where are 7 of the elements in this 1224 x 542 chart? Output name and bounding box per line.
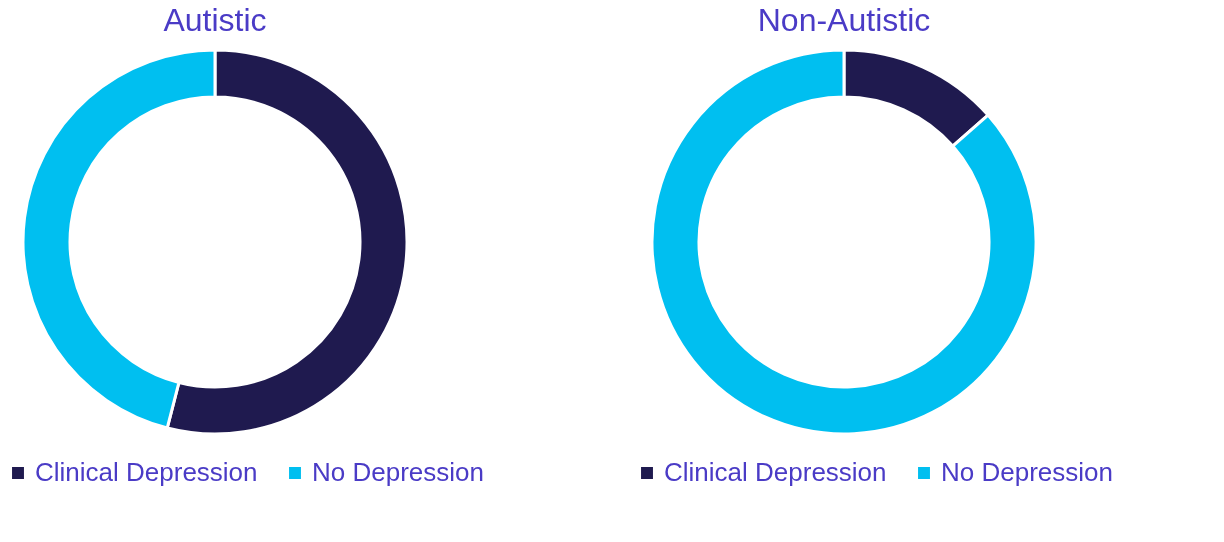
donut-slice [650, 48, 1038, 436]
legend-label: No Depression [312, 457, 484, 487]
chart-title: Non-Autistic [757, 2, 931, 38]
chart-title: Autistic [163, 2, 267, 38]
legend-label: No Depression [941, 457, 1113, 487]
legend-label: Clinical Depression [35, 457, 258, 487]
legend-label: Clinical Depression [664, 457, 887, 487]
